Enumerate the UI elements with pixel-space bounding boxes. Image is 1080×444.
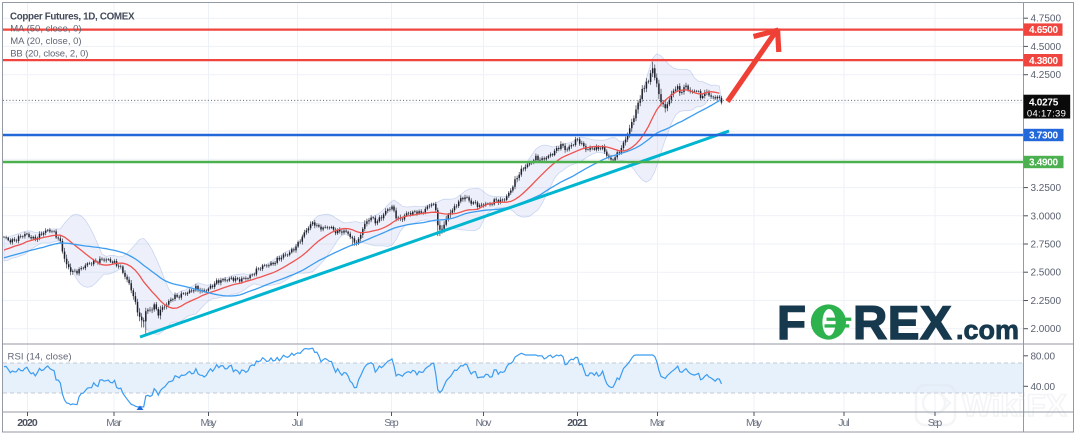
svg-text:Jul: Jul xyxy=(292,417,304,429)
svg-text:4.6500: 4.6500 xyxy=(1029,25,1058,36)
svg-text:RSI (14, close): RSI (14, close) xyxy=(8,352,72,363)
svg-text:REX: REX xyxy=(853,297,952,350)
svg-text:2021: 2021 xyxy=(567,417,588,429)
svg-text:80.00: 80.00 xyxy=(1031,351,1056,362)
svg-text:MA (50, close, 0): MA (50, close, 0) xyxy=(10,24,81,35)
svg-text:Jul: Jul xyxy=(838,417,850,429)
svg-text:3.7300: 3.7300 xyxy=(1029,131,1058,142)
svg-text:04:17:39: 04:17:39 xyxy=(1027,108,1066,119)
svg-text:2020: 2020 xyxy=(17,417,38,429)
svg-text:2.2500: 2.2500 xyxy=(1031,296,1062,307)
svg-text:MA (20, close, 0): MA (20, close, 0) xyxy=(10,36,81,47)
svg-text:4.5000: 4.5000 xyxy=(1031,42,1062,53)
svg-text:Sep: Sep xyxy=(928,417,943,429)
svg-text:3.4900: 3.4900 xyxy=(1029,158,1058,169)
svg-text:Sep: Sep xyxy=(384,417,399,429)
svg-text:4.7500: 4.7500 xyxy=(1031,14,1062,25)
svg-text:2.0000: 2.0000 xyxy=(1031,324,1062,335)
svg-text:Nov: Nov xyxy=(476,417,493,429)
svg-text:WikiFX: WikiFX xyxy=(962,387,1067,423)
svg-text:May: May xyxy=(746,417,763,429)
svg-text:3.0000: 3.0000 xyxy=(1031,211,1062,222)
svg-text:May: May xyxy=(201,417,218,429)
svg-text:4.2500: 4.2500 xyxy=(1031,70,1062,81)
svg-text:40.00: 40.00 xyxy=(1031,382,1056,393)
svg-text:.com: .com xyxy=(956,315,1019,345)
svg-text:4.3800: 4.3800 xyxy=(1029,56,1058,67)
svg-text:2.5000: 2.5000 xyxy=(1031,268,1062,279)
svg-text:3.2500: 3.2500 xyxy=(1031,183,1062,194)
svg-text:Mar: Mar xyxy=(106,417,122,429)
svg-text:F: F xyxy=(777,297,806,350)
svg-text:Mar: Mar xyxy=(650,417,666,429)
svg-text:Copper Futures, 1D, COMEX: Copper Futures, 1D, COMEX xyxy=(10,12,135,23)
svg-text:BB (20, close, 2, 0): BB (20, close, 2, 0) xyxy=(10,49,88,60)
svg-text:4.0275: 4.0275 xyxy=(1029,97,1059,108)
svg-text:2.7500: 2.7500 xyxy=(1031,240,1062,251)
